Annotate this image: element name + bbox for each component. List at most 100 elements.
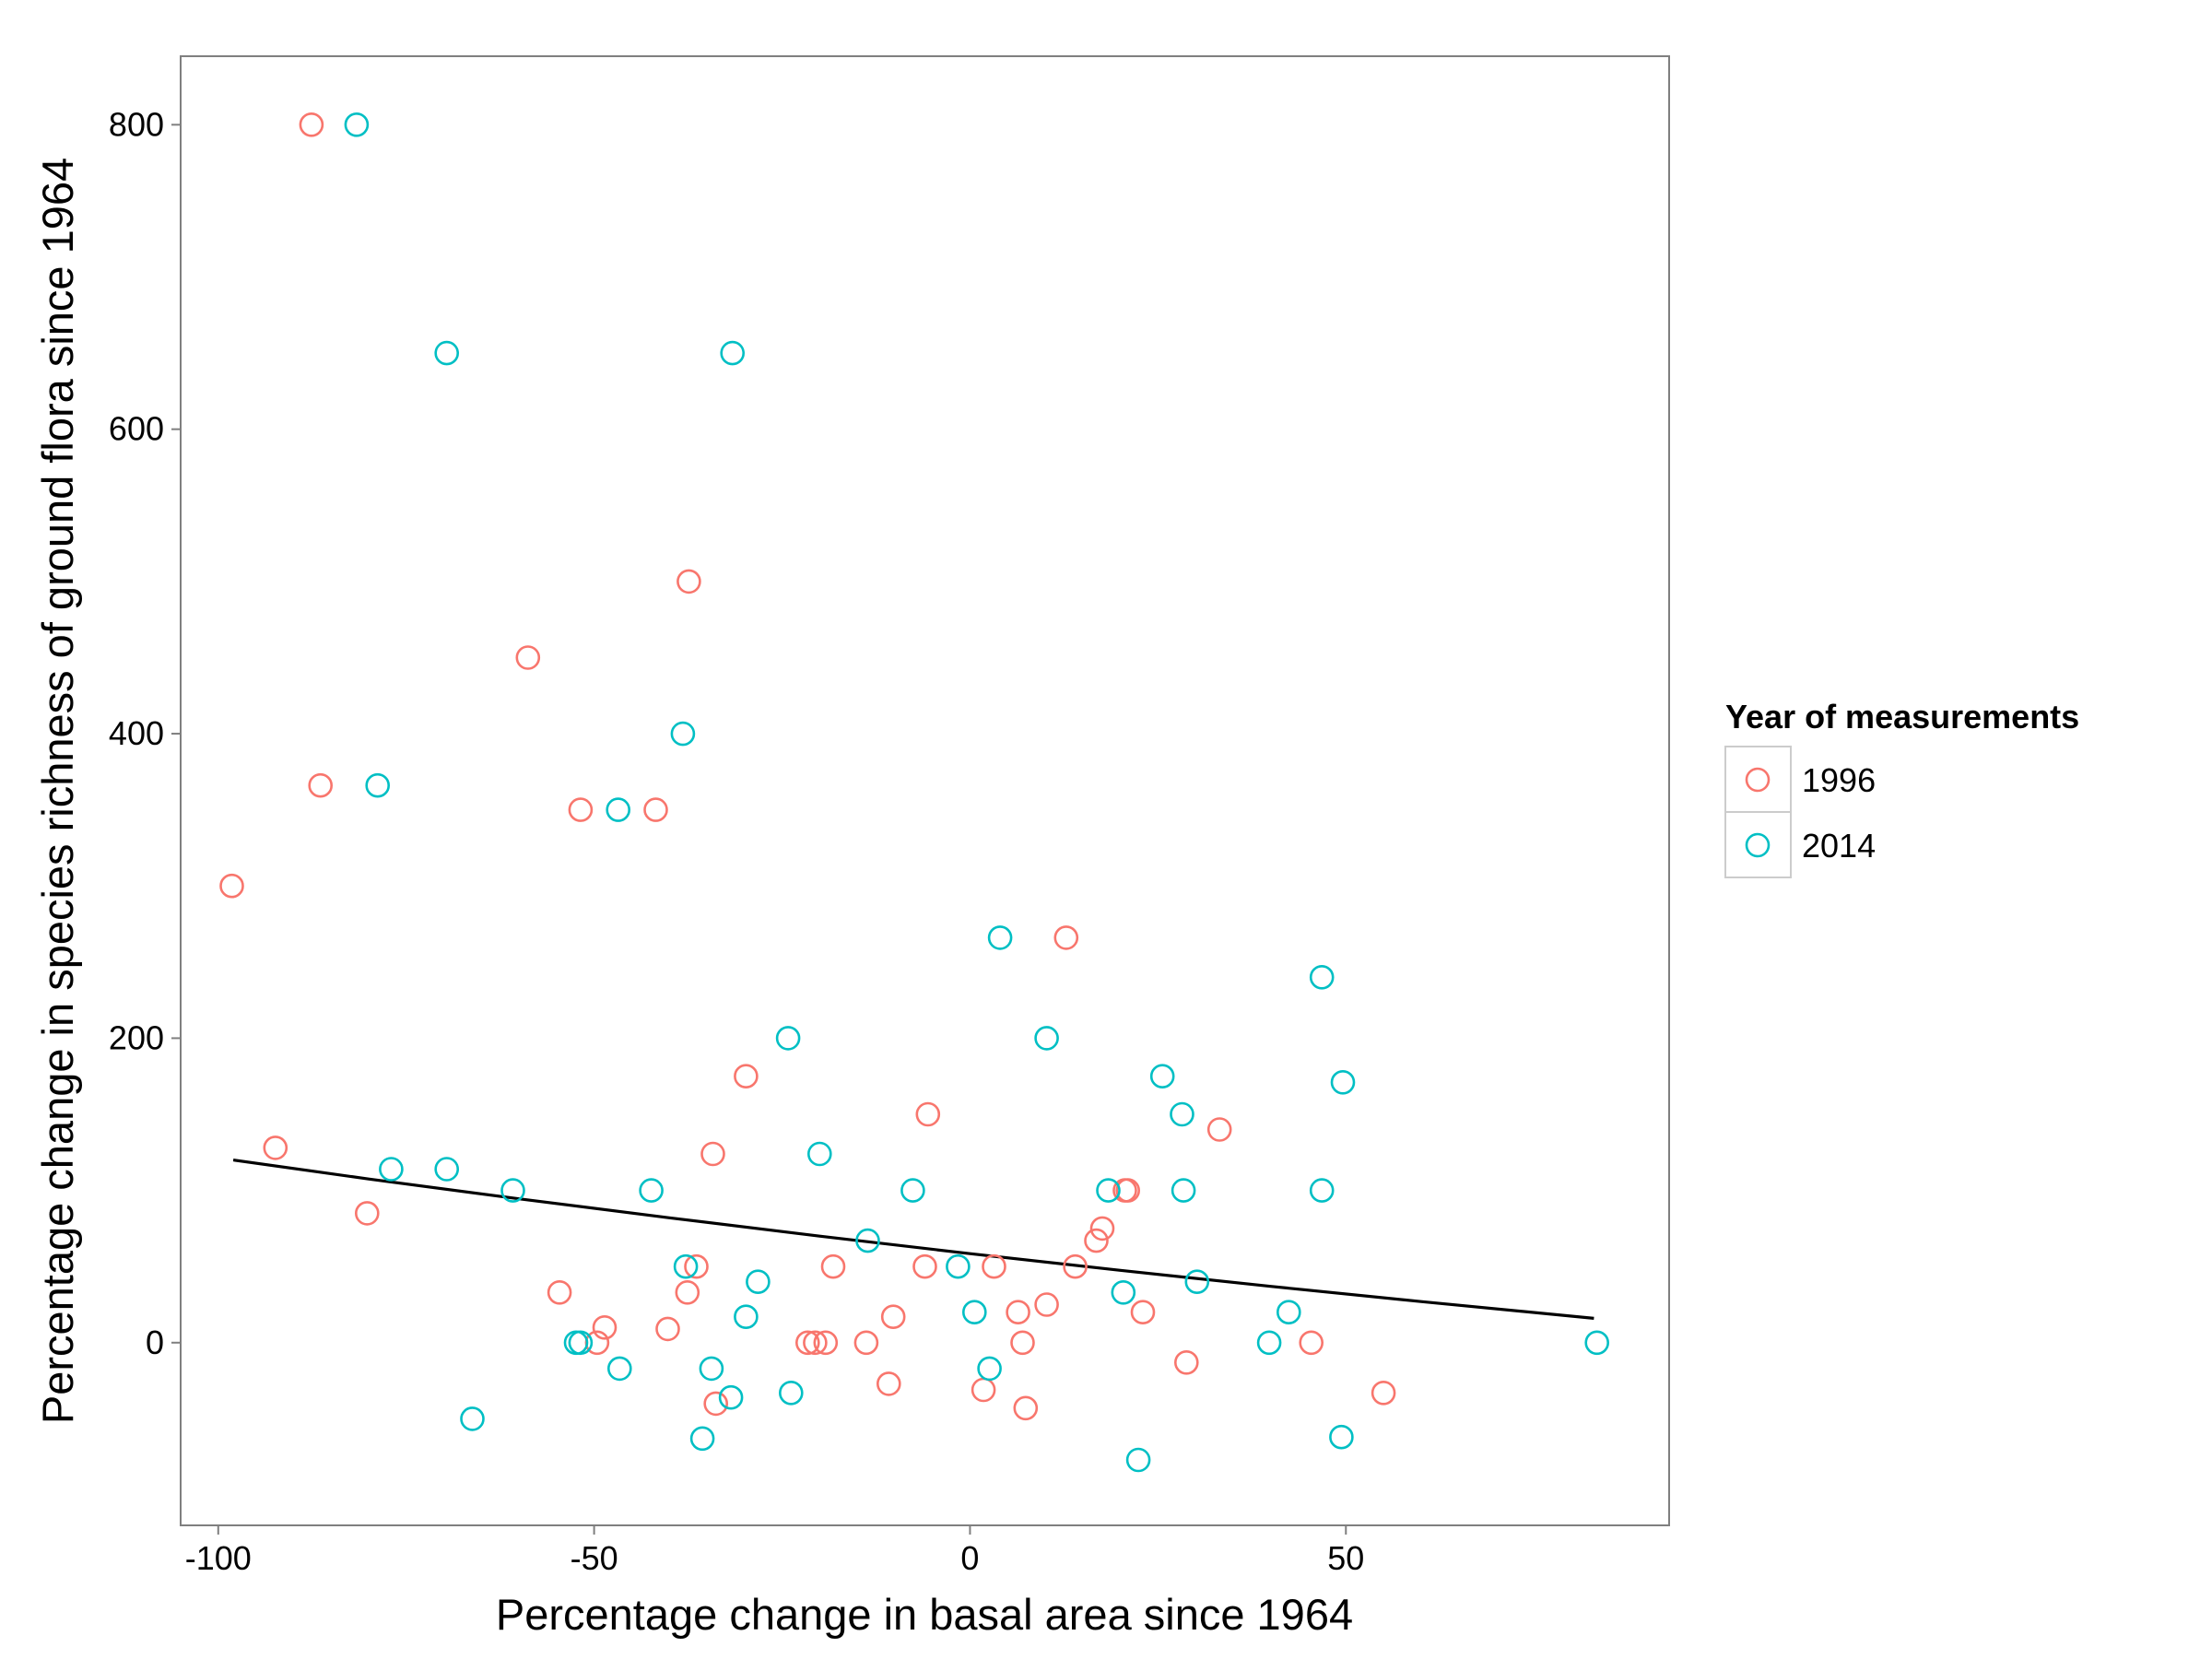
data-point-1996 (655, 1316, 680, 1342)
legend-label-1996: 1996 (1802, 761, 1876, 799)
data-point-1996 (700, 1141, 725, 1167)
data-point-2014 (734, 1304, 759, 1329)
data-point-1996 (263, 1135, 288, 1160)
data-point-2014 (500, 1178, 525, 1203)
legend-marker-2014 (1745, 832, 1771, 858)
x-axis: -100 -50 0 50 (185, 1525, 1364, 1577)
data-point-1996 (1174, 1350, 1199, 1375)
data-point-2014 (699, 1356, 724, 1382)
data-point-2014 (1171, 1178, 1196, 1203)
data-point-2014 (670, 721, 696, 747)
trend-line-layer (232, 1159, 1594, 1320)
data-point-1996 (643, 797, 668, 822)
data-point-1996 (1115, 1178, 1140, 1203)
data-point-1996 (515, 645, 541, 670)
data-point-1996 (876, 1371, 901, 1396)
x-tick-label: 50 (1327, 1539, 1364, 1577)
data-point-2014 (962, 1300, 987, 1324)
trend-line (232, 1159, 1594, 1320)
y-tick-label: 400 (109, 714, 164, 752)
data-point-2014 (1584, 1330, 1609, 1356)
x-tick-label: 0 (960, 1539, 979, 1577)
data-point-2014 (778, 1381, 804, 1406)
data-point-1996 (1299, 1330, 1324, 1356)
x-tick-label: -100 (185, 1539, 252, 1577)
data-point-2014 (365, 772, 391, 798)
data-point-1996 (912, 1253, 937, 1279)
data-point-2014 (434, 340, 460, 366)
data-point-2014 (1170, 1101, 1194, 1127)
legend-title: Year of measurements (1725, 698, 2079, 735)
data-point-1996 (803, 1330, 828, 1356)
data-point-1996 (915, 1101, 941, 1127)
data-point-1996 (299, 112, 324, 137)
data-point-1996 (677, 569, 701, 594)
data-point-1996 (1034, 1292, 1059, 1317)
data-point-1996 (1053, 925, 1079, 950)
data-point-2014 (379, 1157, 404, 1182)
data-point-2014 (1330, 1070, 1356, 1095)
data-point-1996 (354, 1201, 380, 1226)
data-points-layer (219, 112, 1609, 1473)
data-point-1996 (684, 1253, 709, 1279)
data-point-1996 (853, 1330, 879, 1356)
data-point-2014 (606, 1356, 632, 1382)
data-point-1996 (820, 1253, 846, 1279)
legend-key-2014 (1724, 811, 1792, 878)
data-point-1996 (308, 772, 334, 798)
y-tick-label: 800 (109, 105, 164, 143)
data-point-1996 (675, 1280, 700, 1305)
data-point-2014 (460, 1406, 485, 1431)
data-point-1996 (1063, 1253, 1088, 1279)
data-point-1996 (1130, 1300, 1156, 1324)
data-point-2014 (606, 797, 631, 822)
data-point-2014 (987, 925, 1013, 950)
data-point-1996 (982, 1253, 1006, 1279)
legend-marker-1996 (1745, 767, 1771, 793)
data-point-2014 (1277, 1300, 1301, 1324)
x-axis-title: Percentage change in basal area since 19… (496, 1590, 1353, 1639)
data-point-2014 (1096, 1178, 1121, 1203)
data-point-1996 (703, 1391, 729, 1417)
data-point-1996 (592, 1315, 618, 1340)
data-point-2014 (1184, 1269, 1210, 1294)
x-tick-label: -50 (571, 1539, 618, 1577)
data-point-2014 (639, 1178, 664, 1203)
data-point-1996 (1371, 1381, 1396, 1406)
legend: Year of measurements 1996 2014 (1724, 698, 2079, 878)
data-point-2014 (720, 340, 746, 366)
data-point-1996 (880, 1304, 906, 1329)
data-point-2014 (1309, 1178, 1335, 1203)
data-point-1996 (219, 873, 244, 899)
data-point-2014 (946, 1253, 971, 1279)
data-point-2014 (806, 1141, 832, 1167)
y-axis-title: Percentage change in species richness of… (33, 158, 82, 1424)
data-point-1996 (1013, 1395, 1039, 1421)
data-point-2014 (568, 1330, 594, 1356)
data-point-2014 (900, 1178, 925, 1203)
legend-key-1996 (1724, 746, 1792, 813)
y-axis: 0 200 400 600 800 (109, 105, 181, 1361)
data-point-2014 (1125, 1447, 1151, 1473)
data-point-1996 (1084, 1228, 1109, 1253)
data-point-1996 (1089, 1216, 1115, 1241)
data-point-2014 (1149, 1064, 1175, 1088)
data-point-2014 (977, 1356, 1002, 1382)
data-point-2014 (673, 1253, 699, 1279)
data-point-2014 (855, 1228, 880, 1253)
data-point-2014 (434, 1157, 460, 1182)
data-point-2014 (1111, 1280, 1136, 1305)
data-point-2014 (1309, 965, 1335, 990)
data-point-2014 (775, 1026, 801, 1051)
plot-panel (180, 55, 1670, 1526)
data-point-2014 (1329, 1424, 1354, 1450)
data-point-1996 (568, 797, 594, 822)
data-point-2014 (718, 1384, 744, 1410)
data-point-2014 (689, 1426, 715, 1452)
data-point-2014 (746, 1269, 771, 1294)
y-tick-label: 200 (109, 1018, 164, 1056)
y-tick-label: 0 (146, 1324, 164, 1361)
data-point-1996 (794, 1330, 820, 1356)
data-point-1996 (547, 1280, 572, 1305)
